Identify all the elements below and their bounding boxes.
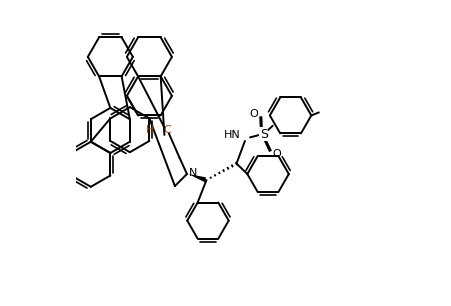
Text: C: C — [162, 125, 170, 136]
Text: O: O — [249, 109, 258, 119]
Text: H: H — [145, 125, 153, 136]
Text: N: N — [188, 168, 196, 178]
Text: O: O — [272, 149, 280, 159]
Text: S: S — [259, 128, 267, 141]
Text: HN: HN — [224, 130, 240, 140]
Polygon shape — [188, 174, 205, 183]
